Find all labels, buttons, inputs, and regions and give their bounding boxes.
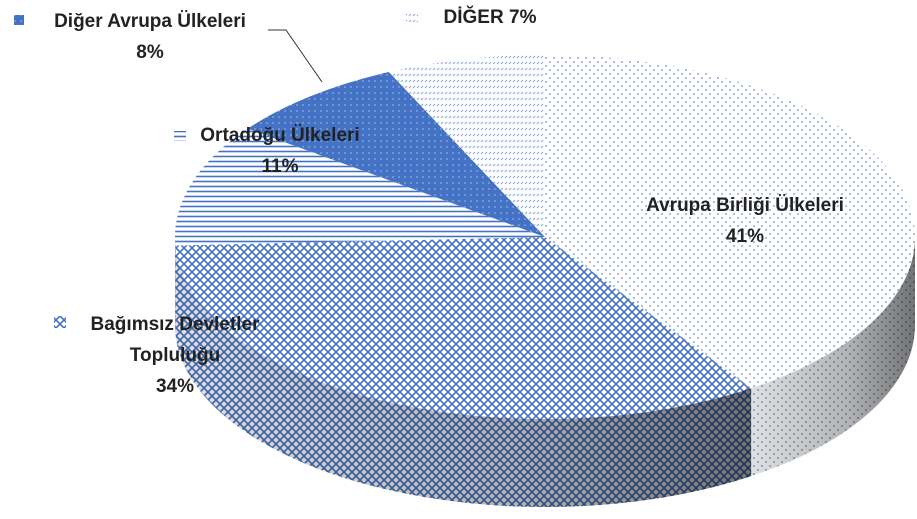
legend-swatch bbox=[174, 131, 186, 141]
slice-label: Ortadoğu Ülkeleri 11% bbox=[180, 120, 380, 182]
slice bbox=[388, 55, 545, 237]
legend-swatch bbox=[14, 15, 24, 25]
leader-line bbox=[268, 29, 323, 83]
category-label: Avrupa Birliği Ülkeleri bbox=[646, 195, 844, 216]
slice bbox=[545, 55, 916, 389]
side-shade bbox=[175, 245, 752, 508]
slice-label: DİĞER 7% bbox=[420, 2, 560, 33]
value-label: 11% bbox=[261, 156, 299, 177]
slice bbox=[174, 128, 545, 246]
category-label: Bağımsız Devletler Topluluğu bbox=[90, 314, 260, 366]
slice bbox=[175, 237, 752, 420]
side-shade bbox=[751, 237, 915, 477]
slice-label: Bağımsız Devletler Topluluğu 34% bbox=[62, 309, 288, 402]
slice bbox=[247, 71, 546, 237]
value-label: 7% bbox=[509, 7, 537, 28]
value-label: 34% bbox=[155, 376, 195, 397]
legend-swatch bbox=[54, 316, 66, 328]
slice-label: Avrupa Birliği Ülkeleri 41% bbox=[620, 190, 870, 252]
category-label: Ortadoğu Ülkeleri bbox=[200, 125, 360, 146]
value-label: 8% bbox=[136, 42, 164, 63]
legend-swatch bbox=[406, 12, 418, 22]
value-label: 41% bbox=[725, 226, 765, 247]
slice-label: Diğer Avrupa Ülkeleri 8% bbox=[30, 6, 270, 68]
category-label: DİĞER bbox=[443, 7, 504, 28]
category-label: Diğer Avrupa Ülkeleri bbox=[54, 11, 246, 32]
